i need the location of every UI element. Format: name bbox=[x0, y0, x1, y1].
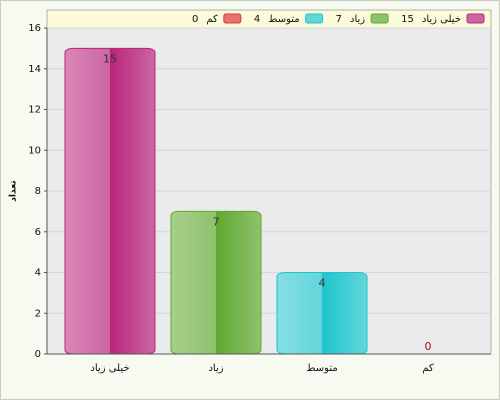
legend-label: زیاد bbox=[350, 14, 365, 25]
data-label: 4 bbox=[319, 277, 326, 290]
legend-label: متوسط bbox=[268, 14, 299, 25]
legend-value: 15 bbox=[401, 14, 414, 25]
y-tick-label: 4 bbox=[35, 268, 41, 279]
y-tick-label: 10 bbox=[28, 145, 41, 156]
bar bbox=[170, 210, 262, 355]
y-tick-label: 12 bbox=[28, 105, 41, 116]
y-tick-label: 0 bbox=[35, 349, 41, 360]
legend-swatch bbox=[305, 13, 324, 24]
legend-swatch bbox=[466, 13, 485, 24]
x-tick-label: کم bbox=[422, 363, 434, 374]
data-label: 15 bbox=[103, 52, 117, 65]
x-tick-label: خیلی زیاد bbox=[90, 363, 129, 374]
legend-swatch bbox=[370, 13, 389, 24]
data-label: 7 bbox=[213, 215, 220, 228]
legend-label: کم bbox=[206, 14, 218, 25]
y-axis-label: تعداد bbox=[9, 180, 19, 201]
y-tick-label: 14 bbox=[28, 64, 41, 75]
bar bbox=[64, 47, 156, 355]
y-tick-label: 16 bbox=[28, 23, 41, 34]
legend-value: 4 bbox=[254, 14, 260, 25]
x-tick-label: متوسط bbox=[306, 363, 337, 374]
x-tick-label: زیاد bbox=[208, 363, 223, 374]
legend-value: 0 bbox=[192, 14, 198, 25]
legend-value: 7 bbox=[336, 14, 342, 25]
y-tick-label: 2 bbox=[35, 308, 41, 319]
legend-label: خیلی زیاد bbox=[422, 14, 461, 25]
data-label: 0 bbox=[425, 340, 432, 353]
legend-swatch bbox=[223, 13, 242, 24]
y-tick-label: 6 bbox=[35, 227, 41, 238]
y-tick-label: 8 bbox=[35, 186, 41, 197]
